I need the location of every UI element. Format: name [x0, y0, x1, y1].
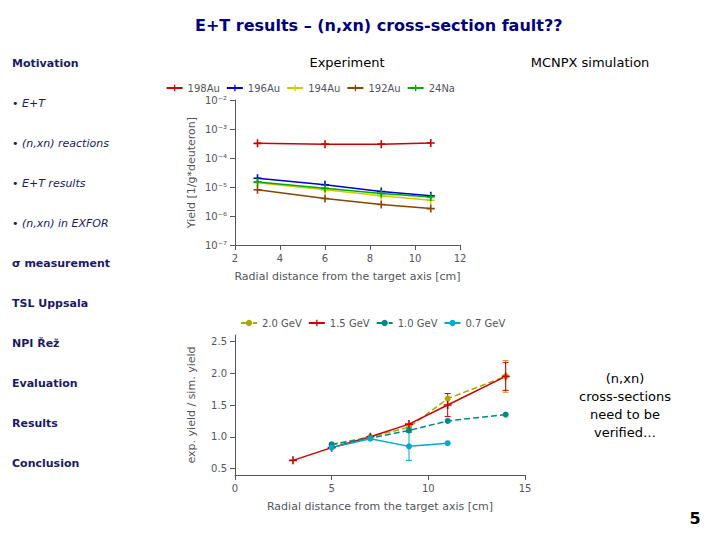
- svg-text:2.5: 2.5: [211, 336, 227, 347]
- svg-text:10⁻⁷: 10⁻⁷: [205, 240, 227, 251]
- svg-text:• E+T: • E+T: [12, 97, 46, 110]
- svg-text:E+T results – (n,xn) cross-sec: E+T results – (n,xn) cross-section fault…: [195, 16, 563, 35]
- svg-text:192Au: 192Au: [368, 83, 400, 94]
- svg-text:5: 5: [689, 509, 700, 528]
- svg-text:0.7 GeV: 0.7 GeV: [465, 318, 505, 329]
- svg-text:Radial distance from the targe: Radial distance from the target axis [cm…: [234, 270, 460, 283]
- svg-text:• (n,xn) in EXFOR: • (n,xn) in EXFOR: [12, 217, 109, 230]
- svg-text:NPI Řež: NPI Řež: [12, 337, 60, 350]
- svg-text:10: 10: [409, 253, 422, 264]
- svg-text:194Au: 194Au: [308, 83, 340, 94]
- svg-text:cross-sections: cross-sections: [579, 389, 671, 404]
- svg-text:1.5: 1.5: [211, 400, 227, 411]
- svg-text:0: 0: [232, 483, 238, 494]
- svg-text:4: 4: [277, 253, 283, 264]
- svg-text:15: 15: [519, 483, 532, 494]
- svg-text:(n,xn): (n,xn): [606, 371, 644, 386]
- svg-text:8: 8: [367, 253, 373, 264]
- svg-text:Experiment: Experiment: [309, 55, 384, 70]
- svg-text:Conclusion: Conclusion: [12, 457, 79, 470]
- svg-text:196Au: 196Au: [248, 83, 280, 94]
- svg-text:198Au: 198Au: [188, 83, 220, 94]
- svg-text:10⁻⁴: 10⁻⁴: [205, 153, 227, 164]
- svg-text:Results: Results: [12, 417, 58, 430]
- svg-text:10: 10: [422, 483, 435, 494]
- svg-text:1.0: 1.0: [211, 431, 227, 442]
- svg-text:• (n,xn) reactions: • (n,xn) reactions: [12, 137, 109, 150]
- svg-text:1.0 GeV: 1.0 GeV: [398, 318, 438, 329]
- svg-text:5: 5: [328, 483, 334, 494]
- svg-text:2.0 GeV: 2.0 GeV: [262, 318, 302, 329]
- svg-text:10⁻⁵: 10⁻⁵: [205, 182, 227, 193]
- svg-text:exp. yield / sim. yield: exp. yield / sim. yield: [185, 347, 198, 464]
- svg-text:Evaluation: Evaluation: [12, 377, 78, 390]
- svg-text:Yield [1/g*deuteron]: Yield [1/g*deuteron]: [185, 117, 198, 229]
- svg-text:2.0: 2.0: [211, 368, 227, 379]
- svg-text:MCNPX simulation: MCNPX simulation: [531, 55, 650, 70]
- svg-text:10⁻²: 10⁻²: [205, 95, 227, 106]
- svg-text:24Na: 24Na: [429, 83, 455, 94]
- svg-text:verified…: verified…: [594, 425, 656, 440]
- svg-text:Motivation: Motivation: [12, 57, 79, 70]
- svg-text:0.5: 0.5: [211, 463, 227, 474]
- svg-text:12: 12: [454, 253, 467, 264]
- svg-text:TSL Uppsala: TSL Uppsala: [12, 297, 88, 310]
- svg-text:1.5 GeV: 1.5 GeV: [330, 318, 370, 329]
- svg-text:10⁻⁶: 10⁻⁶: [205, 211, 227, 222]
- svg-text:need to be: need to be: [590, 407, 660, 422]
- svg-text:2: 2: [232, 253, 238, 264]
- svg-text:σ measurement: σ measurement: [12, 257, 110, 270]
- svg-text:Radial distance from the targe: Radial distance from the target axis [cm…: [267, 500, 493, 513]
- svg-text:• E+T results: • E+T results: [12, 177, 86, 190]
- svg-text:10⁻³: 10⁻³: [205, 124, 227, 135]
- svg-text:6: 6: [322, 253, 328, 264]
